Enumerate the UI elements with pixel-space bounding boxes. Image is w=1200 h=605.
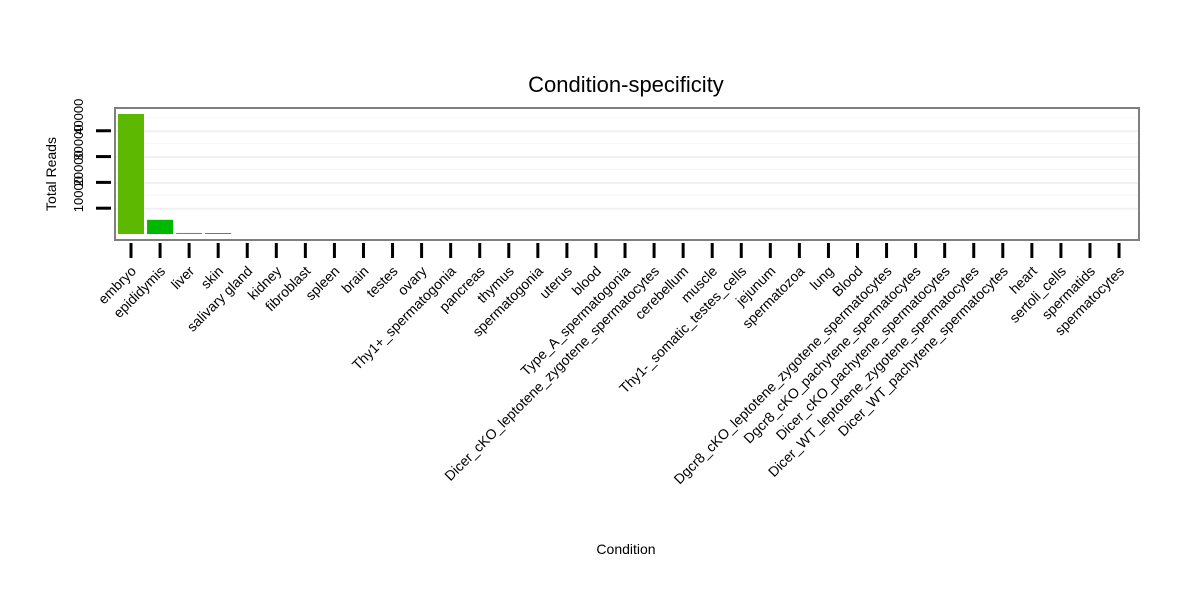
plot-frame (114, 107, 1140, 241)
y-tick-label: 20000 (71, 150, 86, 186)
y-tick-label: 40000 (71, 99, 86, 135)
y-tick-label: 10000 (71, 176, 86, 212)
bar-epididymis (147, 219, 174, 234)
x-tick-label: testes (363, 263, 401, 301)
x-tick-label: liver (168, 263, 198, 293)
chart-title: Condition-specificity (528, 72, 724, 97)
bar-embryo (118, 114, 144, 234)
y-tick-label: 30000 (71, 124, 86, 160)
x-axis-label: Condition (596, 541, 655, 557)
y-axis-label: Total Reads (43, 137, 59, 211)
bar-skin (205, 233, 232, 234)
bar-liver (176, 232, 203, 234)
x-tick-label: uterus (536, 263, 575, 302)
